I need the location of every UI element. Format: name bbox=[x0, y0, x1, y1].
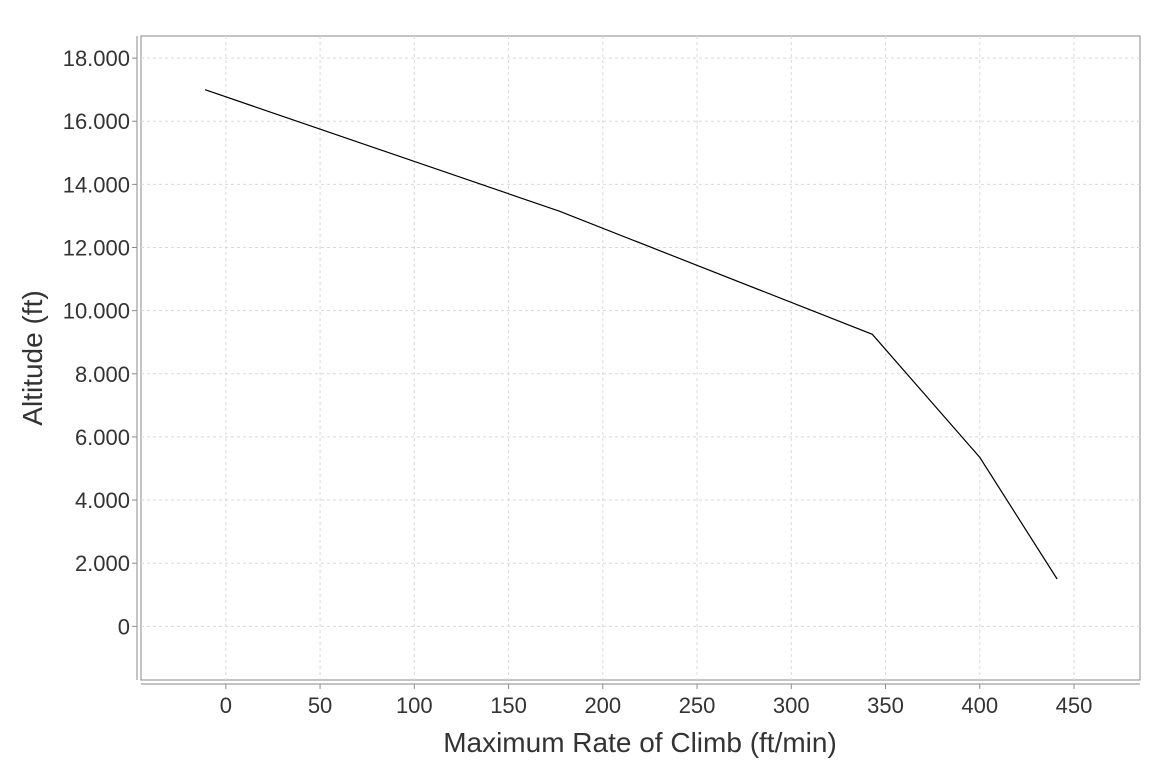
y-tick-label: 18.000 bbox=[63, 46, 130, 71]
series-group bbox=[204, 89, 1058, 580]
x-tick-label: 0 bbox=[220, 693, 232, 718]
series-line bbox=[204, 89, 1058, 580]
x-tick-label: 450 bbox=[1056, 693, 1093, 718]
y-tick-label: 10.000 bbox=[63, 299, 130, 324]
plot-frame bbox=[140, 35, 1141, 681]
y-tick-label: 2.000 bbox=[75, 551, 130, 576]
y-tick-label: 8.000 bbox=[75, 362, 130, 387]
x-tick-label: 400 bbox=[961, 693, 998, 718]
x-tick-label: 350 bbox=[867, 693, 904, 718]
y-tick-label: 12.000 bbox=[63, 236, 130, 261]
x-axis-title: Maximum Rate of Climb (ft/min) bbox=[443, 727, 837, 758]
x-tick-label: 100 bbox=[396, 693, 433, 718]
y-axis-title: Altitude (ft) bbox=[17, 290, 48, 425]
x-tick-label: 150 bbox=[490, 693, 527, 718]
y-gridlines bbox=[141, 57, 1140, 627]
x-tick-label: 250 bbox=[679, 693, 716, 718]
x-tick-labels: 0 50 100 150 200 250 300 350 400 450 bbox=[220, 684, 1093, 718]
x-tick-label: 200 bbox=[584, 693, 621, 718]
y-tick-label: 16.000 bbox=[63, 109, 130, 134]
y-tick-labels: 0 2.000 4.000 6.000 8.000 10.000 12.000 14.000 1… bbox=[63, 46, 137, 639]
y-tick-label: 14.000 bbox=[63, 172, 130, 197]
y-tick-label: 0 bbox=[118, 614, 130, 639]
y-tick-label: 6.000 bbox=[75, 425, 130, 450]
x-gridlines bbox=[225, 36, 1075, 680]
x-tick-label: 50 bbox=[308, 693, 332, 718]
y-tick-label: 4.000 bbox=[75, 488, 130, 513]
x-tick-label: 300 bbox=[773, 693, 810, 718]
